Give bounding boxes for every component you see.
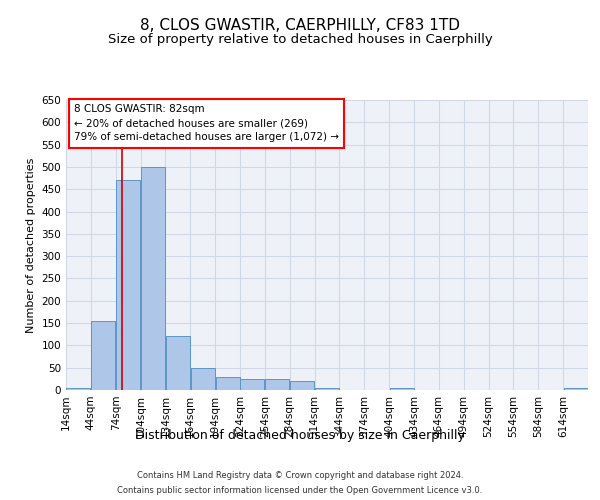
Bar bbox=[315, 388, 339, 390]
Bar bbox=[141, 167, 165, 390]
Bar bbox=[290, 381, 314, 390]
Text: Contains HM Land Registry data © Crown copyright and database right 2024.: Contains HM Land Registry data © Crown c… bbox=[137, 471, 463, 480]
Y-axis label: Number of detached properties: Number of detached properties bbox=[26, 158, 36, 332]
Bar bbox=[116, 180, 140, 390]
Text: Distribution of detached houses by size in Caerphilly: Distribution of detached houses by size … bbox=[135, 428, 465, 442]
Bar bbox=[215, 376, 239, 390]
Text: 8, CLOS GWASTIR, CAERPHILLY, CF83 1TD: 8, CLOS GWASTIR, CAERPHILLY, CF83 1TD bbox=[140, 18, 460, 32]
Bar bbox=[166, 336, 190, 390]
Bar bbox=[91, 321, 115, 390]
Bar bbox=[67, 388, 91, 390]
Bar bbox=[265, 379, 289, 390]
Bar bbox=[563, 388, 587, 390]
Bar bbox=[191, 368, 215, 390]
Bar bbox=[241, 379, 265, 390]
Text: 8 CLOS GWASTIR: 82sqm
← 20% of detached houses are smaller (269)
79% of semi-det: 8 CLOS GWASTIR: 82sqm ← 20% of detached … bbox=[74, 104, 339, 142]
Text: Contains public sector information licensed under the Open Government Licence v3: Contains public sector information licen… bbox=[118, 486, 482, 495]
Text: Size of property relative to detached houses in Caerphilly: Size of property relative to detached ho… bbox=[107, 32, 493, 46]
Bar bbox=[389, 388, 413, 390]
